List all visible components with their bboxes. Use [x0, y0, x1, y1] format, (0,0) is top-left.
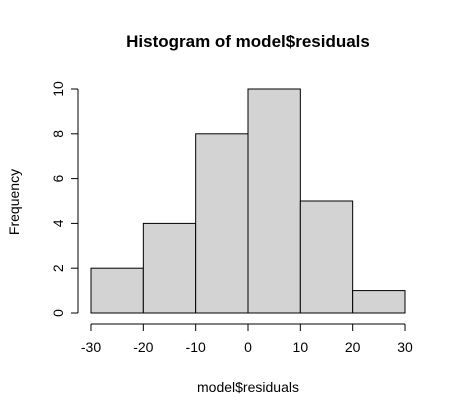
y-tick-label: 4	[50, 219, 66, 227]
y-tick-label: 2	[50, 264, 66, 272]
y-tick-label: 0	[50, 309, 66, 317]
y-axis: 0 2 4 6 8 10	[50, 81, 79, 317]
x-tick-label: -30	[81, 339, 101, 355]
x-tick-label: -20	[133, 339, 153, 355]
x-tick-label: 10	[293, 339, 309, 355]
histogram-bar	[90, 267, 144, 314]
x-axis-label: model$residuals	[197, 379, 299, 395]
histogram-bar	[247, 88, 301, 314]
y-tick-label: 10	[50, 81, 66, 97]
bars-group	[90, 88, 406, 314]
y-tick-label: 8	[50, 130, 66, 138]
y-axis-label: Frequency	[6, 169, 22, 235]
chart-title: Histogram of model$residuals	[126, 32, 370, 51]
histogram-bar	[195, 133, 249, 314]
x-tick-label: 30	[397, 339, 413, 355]
x-tick-label: 20	[345, 339, 361, 355]
histogram-bar	[299, 200, 354, 314]
histogram-bar	[142, 222, 197, 314]
y-tick-label: 6	[50, 174, 66, 182]
x-tick-label: -10	[186, 339, 206, 355]
x-tick-label: 0	[244, 339, 252, 355]
histogram-bar	[352, 290, 406, 314]
x-axis: -30 -20 -10 0 10 20 30	[81, 323, 413, 355]
